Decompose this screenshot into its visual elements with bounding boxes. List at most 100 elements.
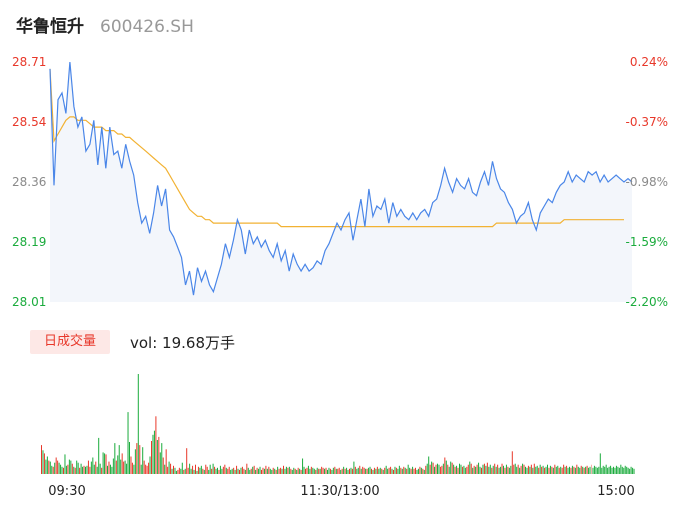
volume-bar: [410, 468, 412, 474]
volume-bar: [76, 460, 78, 474]
volume-bar: [423, 469, 425, 474]
volume-bar: [566, 465, 568, 474]
volume-tab[interactable]: 日成交量: [30, 330, 110, 354]
volume-bar: [444, 457, 446, 474]
volume-bar: [467, 464, 469, 474]
volume-bar: [448, 466, 450, 474]
volume-bar: [174, 467, 176, 474]
volume-bar: [193, 469, 195, 474]
price-line: [49, 61, 633, 296]
volume-bar: [82, 466, 84, 474]
volume-bar: [243, 468, 245, 474]
volume-bar: [532, 467, 534, 474]
volume-bar: [131, 462, 133, 474]
volume-bar: [592, 467, 594, 474]
volume-bar: [212, 463, 214, 474]
volume-bar: [258, 468, 260, 474]
volume-bar: [108, 461, 110, 474]
volume-bar: [291, 469, 293, 474]
volume-bar: [406, 468, 408, 474]
volume-bar: [547, 464, 548, 474]
volume-bar: [492, 465, 494, 474]
volume-bar: [143, 460, 145, 474]
volume-bar: [244, 469, 246, 474]
volume-bar: [184, 468, 186, 474]
volume-bar: [453, 464, 455, 474]
volume-bar: [360, 468, 362, 474]
volume-bar: [146, 465, 148, 474]
volume-bar: [312, 467, 314, 474]
volume-bar: [353, 461, 355, 474]
volume-bar: [548, 467, 550, 474]
volume-bar: [256, 467, 258, 474]
volume-bar: [151, 441, 152, 474]
volume-bar: [349, 468, 350, 474]
volume-bar: [586, 465, 588, 474]
volume-bar: [435, 464, 437, 474]
volume-bar: [161, 443, 163, 474]
volume-bar: [222, 466, 224, 474]
volume-bar: [371, 468, 372, 474]
volume-bar: [441, 465, 443, 474]
volume-bar: [463, 465, 465, 474]
volume-bar: [89, 466, 91, 474]
volume-bar: [379, 467, 381, 474]
volume-bar: [560, 466, 562, 474]
volume-bar: [167, 466, 169, 474]
volume-bar: [582, 466, 584, 474]
volume-bar: [92, 457, 94, 474]
volume-bar: [354, 466, 356, 474]
volume-bar: [58, 462, 60, 474]
volume-bar: [544, 467, 546, 474]
volume-bar: [67, 464, 69, 474]
volume-bar: [136, 443, 138, 474]
volume-bar: [407, 464, 409, 474]
volume-bar: [491, 467, 493, 474]
stock-code: 600426.SH: [100, 17, 194, 37]
volume-bar: [239, 469, 240, 474]
volume-bar: [324, 468, 326, 474]
volume-bar: [417, 468, 419, 474]
volume-bar: [459, 463, 460, 474]
volume-bar: [445, 460, 447, 474]
volume-bar: [186, 448, 188, 474]
volume-bar: [557, 465, 559, 474]
volume-bar: [181, 462, 183, 474]
volume-bar: [303, 466, 305, 474]
volume-bar: [613, 466, 614, 474]
volume-bar: [346, 467, 348, 474]
volume-bar: [563, 464, 565, 474]
volume-bar: [217, 467, 218, 474]
volume-bar: [391, 468, 393, 474]
volume-bar: [479, 466, 481, 474]
volume-bar: [621, 466, 623, 474]
volume-bar: [262, 467, 264, 474]
volume-bar: [95, 461, 97, 474]
volume-bar: [112, 458, 114, 474]
volume-bar: [357, 467, 359, 474]
volume-bar: [398, 465, 400, 474]
volume-bar: [607, 467, 609, 474]
volume-bar: [221, 468, 223, 474]
volume-bar: [569, 466, 570, 474]
volume-bar: [86, 465, 88, 474]
volume-bar: [109, 464, 111, 474]
volume-bar: [403, 466, 405, 474]
volume-bar: [500, 466, 502, 474]
volume-bar: [517, 464, 519, 474]
volume-bar: [71, 463, 73, 474]
volume-bar: [535, 466, 537, 474]
volume-bar: [589, 466, 591, 474]
volume-bar: [549, 465, 551, 474]
volume-bar: [395, 467, 397, 474]
volume-bar: [338, 467, 340, 474]
volume-bar: [422, 468, 424, 474]
volume-bar: [511, 451, 513, 474]
volume-bar: [102, 452, 104, 474]
volume-bar: [121, 453, 123, 474]
volume-bar: [327, 469, 328, 474]
volume-bar: [158, 436, 160, 474]
volume-bar: [626, 466, 628, 474]
volume-bar: [322, 467, 324, 474]
volume-bar: [533, 463, 535, 474]
